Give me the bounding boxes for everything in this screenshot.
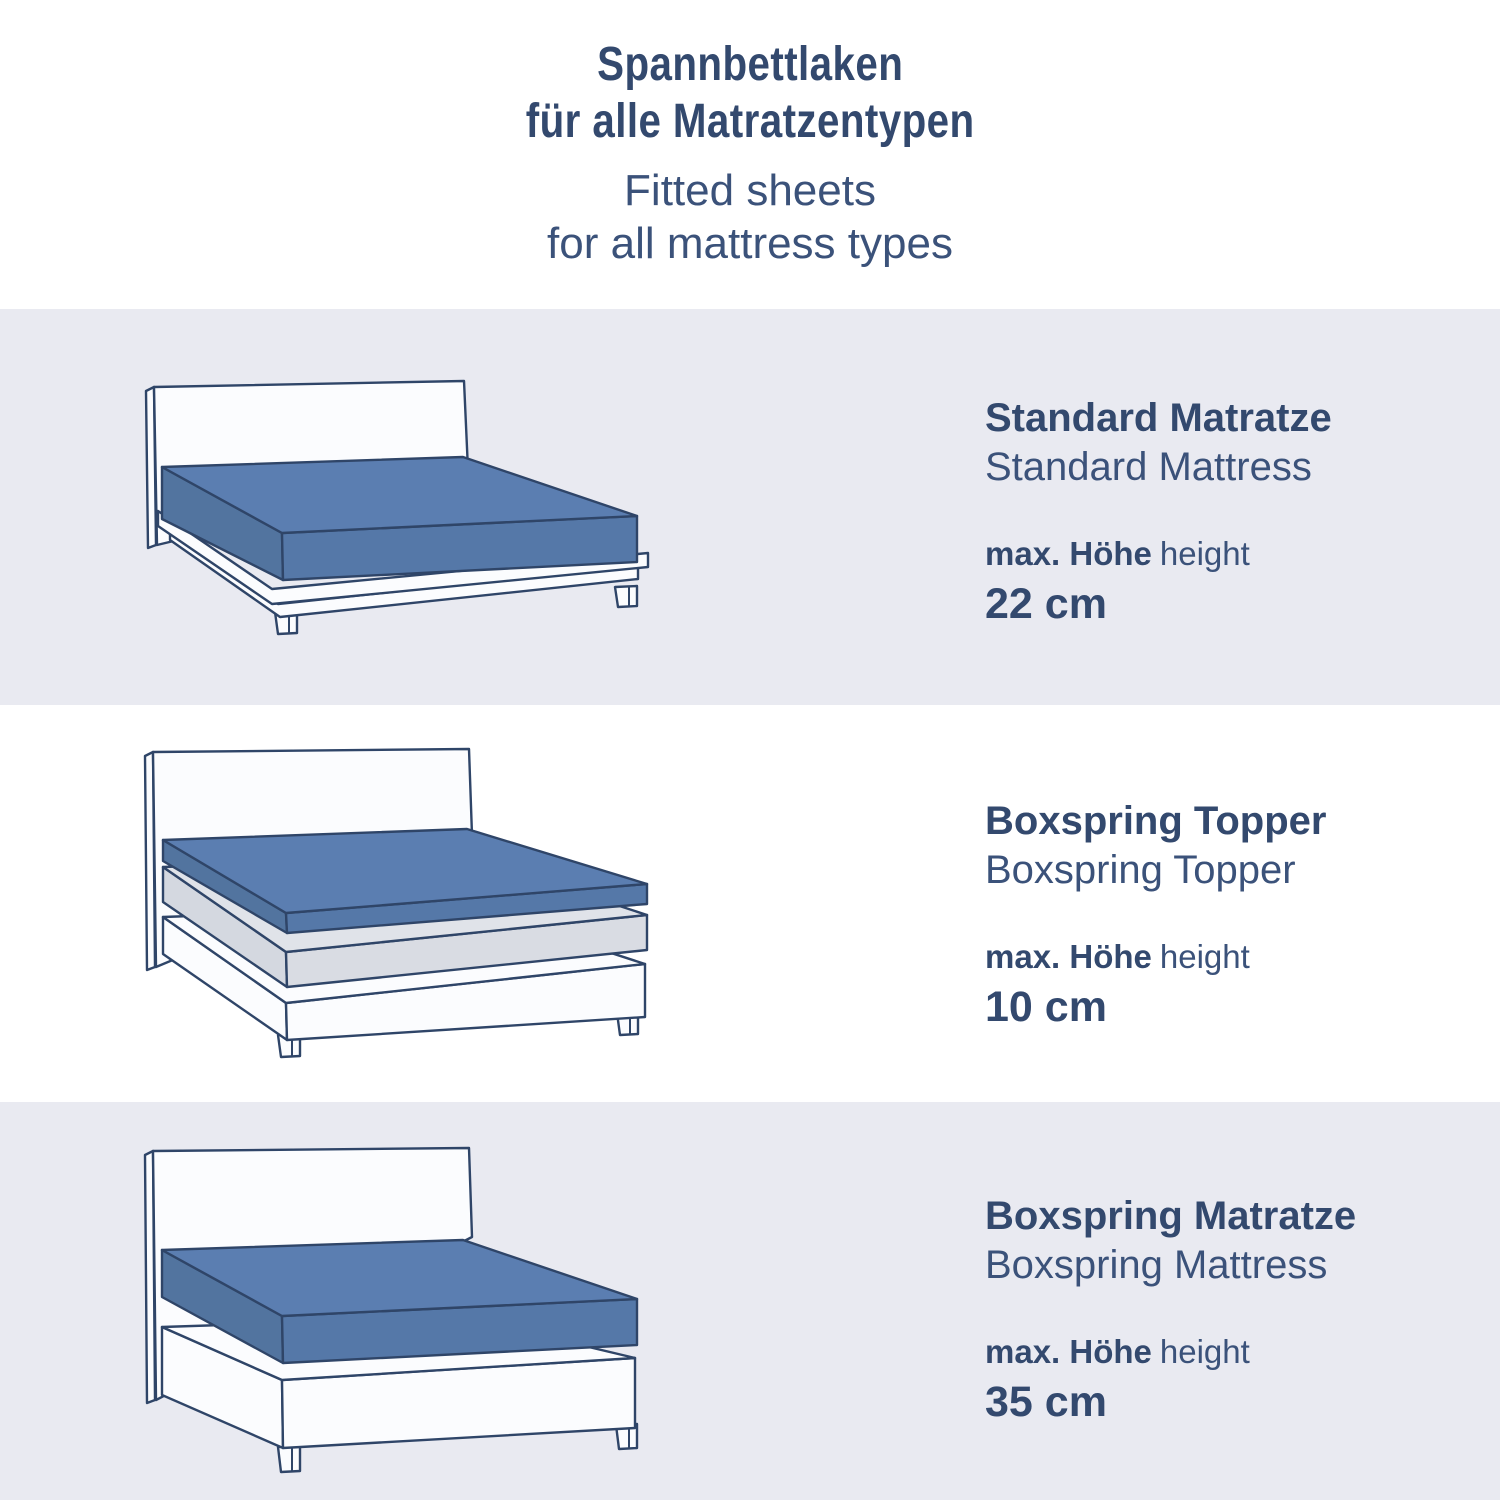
fitted-sheet-topper xyxy=(161,827,649,935)
title-english-line1: Fitted sheets xyxy=(624,166,876,215)
section-info-boxspring-mattress: Boxspring Matratze Boxspring Mattress ma… xyxy=(985,1192,1405,1427)
max-height-label-en: height xyxy=(1159,938,1250,975)
max-height-label-de: max. Höhe xyxy=(985,535,1152,572)
section-info-boxspring-topper: Boxspring Topper Boxspring Topper max. H… xyxy=(985,797,1405,1032)
section-name-de: Boxspring Topper xyxy=(985,799,1327,843)
fitted-sheet-mattress xyxy=(160,1238,639,1365)
section-name-de: Standard Matratze xyxy=(985,396,1332,440)
max-height-label-de: max. Höhe xyxy=(985,1333,1152,1370)
max-height-label-en: height xyxy=(1159,1333,1250,1370)
title-german-line2: für alle Matratzentypen xyxy=(525,95,975,148)
section-name-de: Boxspring Matratze xyxy=(985,1194,1357,1238)
max-height-label: max. Höhe height xyxy=(985,534,1405,574)
header: Spannbettlaken für alle Matratzentypen F… xyxy=(0,0,1500,309)
bed-frame xyxy=(156,509,650,619)
section-name-en: Boxspring Mattress xyxy=(985,1243,1328,1287)
boxspring-mattress-bed-illustration xyxy=(143,1146,639,1474)
max-height-label-de: max. Höhe xyxy=(985,938,1152,975)
max-height-value: 10 cm xyxy=(985,983,1107,1031)
max-height-label: max. Höhe height xyxy=(985,1332,1405,1372)
section-name-en: Boxspring Topper xyxy=(985,848,1296,892)
title-english-line2: for all mattress types xyxy=(547,219,953,268)
max-height-value: 35 cm xyxy=(985,1378,1107,1426)
section-info-standard: Standard Matratze Standard Mattress max.… xyxy=(985,394,1405,629)
title-german: Spannbettlaken für alle Matratzentypen xyxy=(0,36,1500,150)
title-english: Fitted sheets for all mattress types xyxy=(0,164,1500,270)
section-name-en: Standard Mattress xyxy=(985,445,1312,489)
max-height-value: 22 cm xyxy=(985,580,1107,628)
max-height-label: max. Höhe height xyxy=(985,937,1405,977)
fitted-sheet-mattress xyxy=(160,455,639,582)
standard-mattress-bed-illustration xyxy=(144,379,650,636)
boxspring-topper-bed-illustration xyxy=(143,747,649,1059)
max-height-label-en: height xyxy=(1159,535,1250,572)
title-german-line1: Spannbettlaken xyxy=(596,38,904,91)
